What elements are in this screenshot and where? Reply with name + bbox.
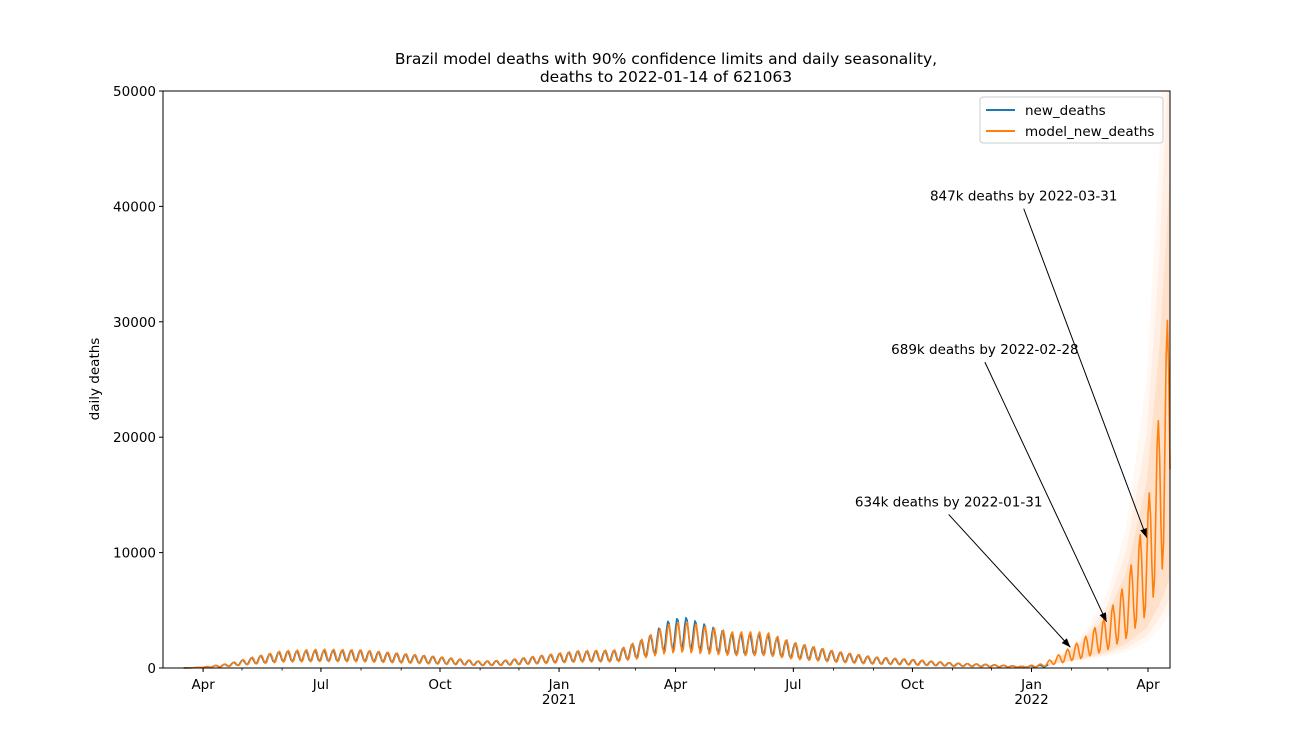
annotation-label: 634k deaths by 2022-01-31: [855, 494, 1043, 510]
y-tick-label: 50000: [113, 84, 156, 100]
x-tick-label: Oct: [428, 677, 451, 693]
plot-area-frame: [162, 90, 1171, 669]
x-tick-label: Jul: [312, 677, 329, 693]
series-layer: [183, 319, 1171, 669]
y-tick-label: 10000: [113, 546, 156, 562]
series-line-new_deaths: [183, 616, 1049, 669]
x-tick-label: Jul: [784, 677, 801, 693]
confidence-band: [1048, 91, 1170, 666]
chart-title-line1: Brazil model deaths with 90% confidence …: [395, 50, 937, 68]
x-tick-year-label: 2021: [542, 692, 576, 708]
x-tick-year-label: 2022: [1014, 692, 1048, 708]
annotation-arrow-line: [1023, 208, 1148, 538]
annotation-arrow-line: [984, 361, 1108, 623]
legend: new_deaths model_new_deaths: [979, 96, 1164, 144]
y-tick-label: 0: [147, 661, 156, 677]
y-tick-label: 20000: [113, 430, 156, 446]
x-tick-label: Jan: [1020, 677, 1042, 693]
annotations: 634k deaths by 2022-01-31 689k deaths by …: [855, 189, 1148, 648]
x-tick-label: Apr: [191, 677, 215, 693]
legend-label-model_new_deaths: model_new_deaths: [1025, 124, 1154, 140]
annotation-arrow-head: [1099, 612, 1107, 622]
x-tick-label: Apr: [1136, 677, 1160, 693]
confidence-band: [1048, 91, 1170, 666]
series-line-model_new_deaths: [183, 319, 1171, 669]
x-tick-label: Apr: [664, 677, 688, 693]
x-tick-label: Oct: [901, 677, 924, 693]
annotation-arrow-head: [1061, 638, 1071, 648]
y-tick-label: 40000: [113, 199, 156, 215]
y-tick-label: 30000: [113, 315, 156, 331]
y-axis-label: daily deaths: [87, 338, 103, 421]
annotation-arrow-head: [1140, 527, 1147, 538]
legend-label-new_deaths: new_deaths: [1025, 103, 1106, 119]
x-tick-label: Jan: [548, 677, 570, 693]
legend-box: [979, 96, 1164, 144]
annotation-arrow-line: [948, 514, 1071, 648]
chart-title-line2: deaths to 2022-01-14 of 621063: [540, 68, 792, 86]
annotation-label: 847k deaths by 2022-03-31: [930, 189, 1118, 205]
annotation-label: 689k deaths by 2022-02-28: [891, 342, 1079, 358]
